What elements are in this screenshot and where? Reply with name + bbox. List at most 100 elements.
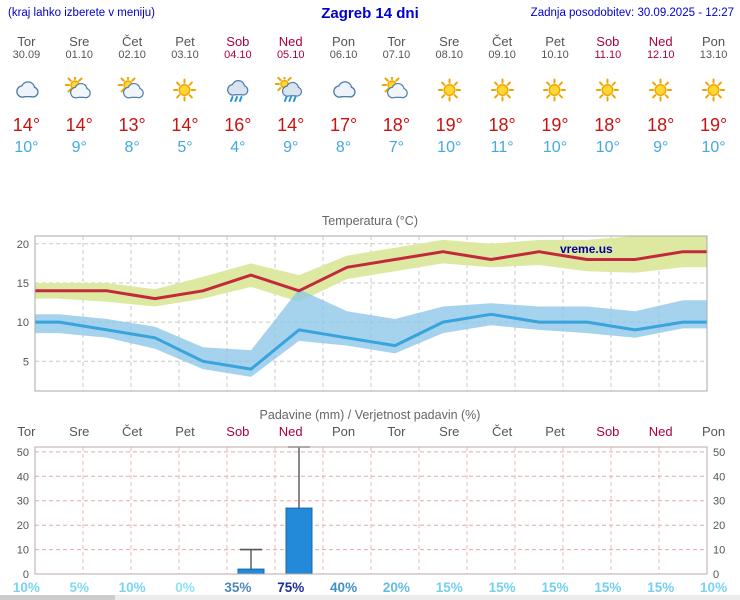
scrollbar-thumb[interactable] (0, 595, 115, 600)
day-name: Čet (122, 34, 143, 49)
day-date: 08.10 (435, 49, 464, 61)
svg-text:20: 20 (17, 520, 29, 532)
day-column[interactable]: Sob 04.10 16° 4° (211, 34, 264, 159)
horizontal-scrollbar[interactable] (0, 595, 740, 600)
day-name: Ned (278, 34, 303, 49)
day-date: 13.10 (699, 49, 728, 61)
day-date: 04.10 (224, 49, 252, 61)
rain-icon (227, 79, 249, 102)
temp-max: 14° (171, 115, 199, 135)
weather-icon-wrap (211, 75, 264, 105)
svg-text:0: 0 (23, 569, 29, 579)
days-row: Tor 30.09 14° 10° Sre 01.10 14° 9° Čet 02.10 13° 8°… (0, 34, 740, 159)
temp-min: 5° (177, 139, 193, 156)
weather-icon-wrap (53, 75, 106, 105)
day-date: 05.10 (276, 49, 305, 61)
precip-day-label: Ned (278, 424, 303, 439)
temp-max: 16° (224, 115, 252, 135)
day-column[interactable]: Ned 12.10 18° 9° (634, 34, 687, 159)
temp-min: 8° (124, 139, 140, 156)
svg-text:10: 10 (713, 545, 725, 557)
temp-max: 13° (118, 115, 146, 135)
precip-day-label: Pon (702, 424, 726, 439)
precip-probability: 15% (541, 580, 569, 595)
day-column[interactable]: Pet 03.10 14° 5° (159, 34, 212, 159)
weather-icon-wrap (423, 75, 476, 105)
precip-day-labels: Tor Sre Čet Pet Sob Ned Pon Tor Sre Čet Pet Sob Ned P… (0, 423, 740, 441)
temperature-chart-title: Temperatura (°C) (322, 214, 418, 228)
precip-probability: 10% (118, 580, 146, 595)
precip-probability: 15% (488, 580, 516, 595)
temp-min: 10° (595, 139, 620, 156)
day-date: 09.10 (488, 49, 516, 61)
precip-probability: 15% (647, 580, 675, 595)
precip-probability: 35% (224, 580, 252, 595)
partly-cloudy-icon (117, 76, 144, 98)
cloudy-icon (333, 80, 356, 98)
precip-day-label: Sob (226, 424, 250, 439)
temp-max: 18° (647, 115, 675, 135)
precipitation-chart-title: Padavine (mm) / Verjetnost padavin (%) (259, 408, 481, 422)
precip-probability: 0% (175, 580, 195, 595)
temp-max: 14° (12, 115, 41, 135)
temp-min: 10° (701, 139, 726, 156)
header: (kraj lahko izberete v meniju) Zagreb 14… (0, 0, 740, 27)
precip-day-label: Ned (648, 424, 673, 439)
temp-min: 9° (653, 139, 669, 156)
day-column[interactable]: Sob 11.10 18° 10° (581, 34, 634, 159)
precip-probability: 40% (330, 580, 358, 595)
precip-probability: 15% (594, 580, 622, 595)
temp-max: 19° (699, 115, 728, 135)
svg-text:0: 0 (713, 569, 719, 579)
temp-min: 9° (71, 139, 87, 156)
precip-day-label: Sre (69, 424, 90, 439)
svg-text:30: 30 (713, 496, 725, 508)
weather-icon-wrap (634, 75, 687, 105)
svg-text:20: 20 (17, 239, 29, 251)
day-column[interactable]: Tor 07.10 18° 7° (370, 34, 423, 159)
sunny-icon (543, 78, 567, 101)
precipitation-chart: 0 0 10 10 20 20 30 30 40 40 50 50 (17, 446, 725, 579)
page-title: Zagreb 14 dni (321, 5, 419, 22)
temp-max: 18° (382, 115, 411, 135)
svg-text:5: 5 (23, 356, 29, 368)
precip-day-label: Pet (545, 424, 565, 439)
day-column[interactable]: Ned 05.10 14° 9° (264, 34, 317, 159)
day-column[interactable]: Pon 13.10 19° 10° (687, 34, 740, 159)
day-date: 07.10 (382, 49, 411, 61)
precip-day-label: Tor (387, 424, 406, 439)
day-column[interactable]: Čet 09.10 18° 11° (476, 34, 529, 159)
day-column[interactable]: Pet 10.10 19° 10° (529, 34, 582, 159)
precip-day-label: Čet (122, 424, 143, 439)
day-column[interactable]: Čet 02.10 13° 8° (106, 34, 159, 159)
day-column[interactable]: Tor 30.09 14° 10° (0, 34, 53, 159)
day-column[interactable]: Sre 01.10 14° 9° (53, 34, 106, 159)
weather-icon-wrap (264, 75, 317, 105)
weather-icon-wrap (687, 75, 740, 105)
sunny-icon (596, 78, 620, 101)
precip-probability: 5% (69, 580, 90, 595)
svg-text:20: 20 (713, 520, 725, 532)
temp-max: 19° (541, 115, 569, 135)
precip-day-label: Sob (596, 424, 620, 439)
day-column[interactable]: Sre 08.10 19° 10° (423, 34, 476, 159)
temp-min: 10° (542, 139, 568, 156)
svg-text:40: 40 (17, 471, 29, 483)
temp-min: 10° (14, 139, 39, 156)
weather-icon-wrap (370, 75, 423, 105)
day-name: Pon (332, 34, 356, 49)
day-name: Sre (69, 34, 90, 49)
day-name: Čet (492, 34, 513, 49)
weather-icon-wrap (529, 75, 582, 105)
temp-max: 19° (435, 115, 463, 135)
day-date: 30.09 (12, 49, 41, 61)
day-column[interactable]: Pon 06.10 17° 8° (317, 34, 370, 159)
day-date: 02.10 (118, 49, 146, 61)
location-hint: (kraj lahko izberete v meniju) (8, 7, 156, 19)
day-date: 06.10 (329, 49, 358, 61)
temp-max: 14° (277, 115, 305, 135)
precip-day-label: Čet (492, 424, 513, 439)
precip-day-label: Pet (175, 424, 195, 439)
day-name: Ned (648, 34, 673, 49)
